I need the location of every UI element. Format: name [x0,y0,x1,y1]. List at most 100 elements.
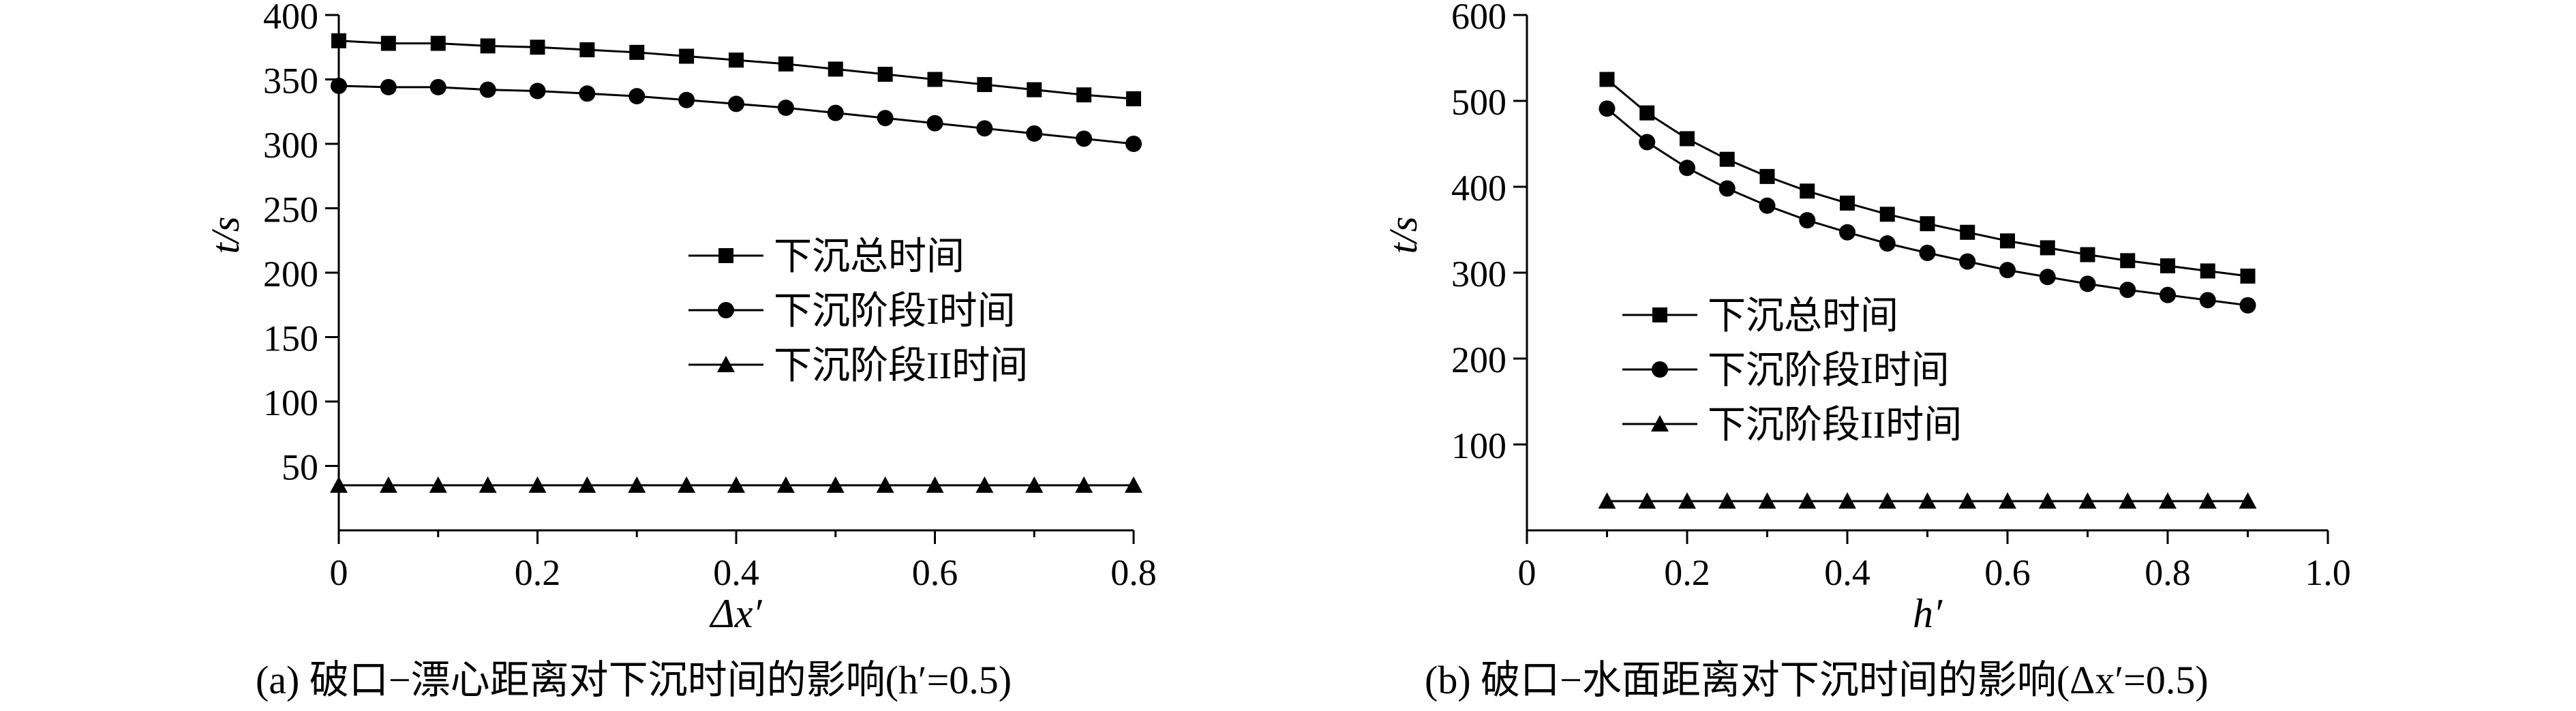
data-point-circle [2160,286,2176,303]
data-point-square [2120,253,2136,269]
y-tick-label: 600 [1451,0,1506,37]
data-point-triangle [776,476,795,493]
data-point-circle [1076,130,1093,147]
data-point-circle [728,95,744,112]
data-point-square [2200,263,2215,279]
x-tick-label: 0.6 [912,552,958,593]
caption-a: (a) 破口−漂心距离对下沉时间的影响(h′=0.5) [256,658,1012,702]
data-point-circle [678,91,695,108]
y-tick-label: 500 [1451,82,1506,123]
data-point-triangle [876,476,894,493]
data-point-circle [1879,235,1896,252]
data-point-circle [2199,292,2216,309]
data-point-triangle [330,476,348,493]
data-point-circle [1919,245,1936,262]
data-point-square [629,44,645,60]
data-point-square [2040,240,2055,256]
data-point-square [2160,258,2175,273]
legend-marker-circle [718,302,734,318]
y-axis-label: t/s [203,217,247,254]
data-point-triangle [1638,492,1656,509]
legend-label: 下沉总时间 [774,236,965,278]
y-tick-label: 150 [263,318,318,359]
legend-label: 下沉总时间 [1708,295,1898,337]
y-tick-label: 400 [263,0,318,37]
y-tick-label: 200 [1451,339,1506,380]
y-tick-label: 100 [1451,425,1506,466]
x-tick-label: 0.4 [713,552,759,593]
legend-marker-circle [1652,361,1668,378]
data-point-square [1840,195,1855,211]
x-axis-label: Δx′ [710,591,763,636]
y-tick-label: 50 [282,447,318,488]
data-point-triangle [1758,492,1776,509]
data-point-circle [2079,275,2096,292]
data-point-square [2080,247,2095,262]
legend-label: 下沉阶段II时间 [1708,404,1962,447]
data-point-square [778,56,793,72]
data-point-square [480,38,496,54]
data-point-triangle [1718,492,1736,509]
data-point-circle [429,78,446,95]
data-point-square [380,35,396,51]
data-point-square [1126,91,1141,106]
data-point-triangle [1025,476,1044,493]
data-point-circle [1639,134,1656,151]
data-point-square [530,40,545,55]
data-point-triangle [1838,492,1856,509]
y-tick-label: 350 [263,61,318,102]
data-point-circle [2119,282,2136,299]
data-point-triangle [628,476,646,493]
x-tick-label: 1.0 [2305,552,2351,593]
data-point-triangle [975,476,994,493]
data-point-triangle [1958,492,1977,509]
data-point-square [1639,105,1655,121]
chart-panel-a: 50 100 150 200 250 300 350 400 0 0.2 0.4 0.6 0.8 Δx′ t… [203,0,1157,636]
y-tick-label: 400 [1451,168,1506,209]
data-point-circle [1839,224,1855,241]
data-point-circle [877,110,894,127]
caption-b: (b) 破口−水面距离对下沉时间的影响(Δx′=0.5) [1425,658,2209,702]
x-tick-label: 0.2 [515,552,561,593]
data-point-triangle [1598,492,1616,509]
data-point-circle [479,81,496,98]
data-point-square [1920,216,1935,232]
y-tick-label: 100 [263,382,318,423]
data-point-triangle [1798,492,1817,509]
x-tick-label: 0.4 [1824,552,1870,593]
chart-panel-b: 100 200 300 400 500 600 0 0.2 0.4 0.6 0.8 1.0 h′ t/s 下… [1381,0,2351,636]
data-point-circle [1759,197,1776,214]
data-point-triangle [1075,476,1093,493]
data-point-square [679,48,695,64]
data-point-circle [926,115,943,132]
data-point-square [1759,168,1775,184]
data-point-triangle [1918,492,1937,509]
data-point-triangle [479,476,497,493]
data-point-circle [2239,297,2256,314]
data-point-circle [976,120,993,137]
data-point-triangle [2038,492,2057,509]
data-point-square [1599,72,1615,87]
series-line-circle [1606,108,2248,307]
data-point-triangle [379,476,397,493]
data-point-circle [1125,136,1142,152]
data-point-circle [380,78,397,95]
data-point-triangle [727,476,745,493]
data-point-square [579,42,595,58]
x-tick-label: 0.2 [1664,552,1710,593]
data-point-circle [1598,100,1616,117]
y-tick-label: 300 [1451,254,1506,294]
data-point-circle [628,88,646,105]
data-point-square [877,66,893,82]
data-point-square [1800,183,1815,199]
data-point-circle [777,100,794,117]
data-point-square [2240,269,2256,284]
legend-label: 下沉阶段II时间 [774,345,1028,387]
data-point-circle [1999,262,2016,279]
data-point-square [1680,131,1695,147]
data-point-triangle [1999,492,2016,509]
data-point-triangle [578,476,596,493]
x-tick-label: 0 [330,552,348,593]
data-point-circle [1679,160,1695,177]
